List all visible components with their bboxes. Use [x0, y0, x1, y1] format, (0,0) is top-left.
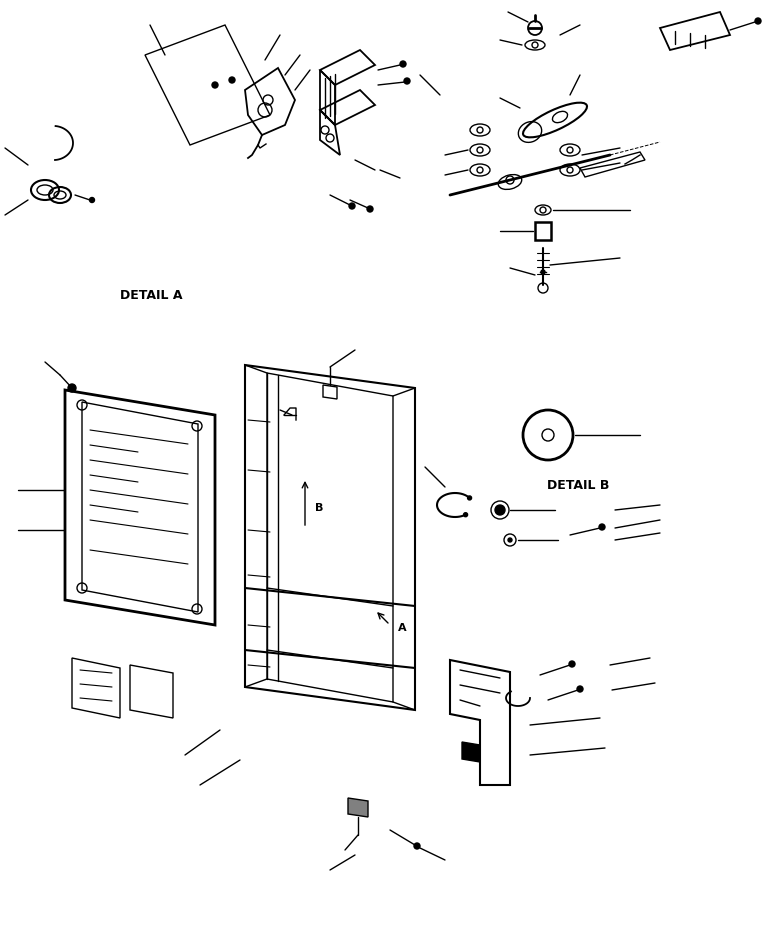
Circle shape: [400, 61, 406, 67]
Circle shape: [569, 661, 575, 667]
Circle shape: [349, 203, 355, 209]
Circle shape: [495, 505, 505, 515]
Circle shape: [508, 538, 512, 542]
Circle shape: [577, 686, 583, 692]
Text: B: B: [315, 503, 324, 513]
Polygon shape: [348, 798, 368, 817]
Circle shape: [755, 18, 761, 24]
Circle shape: [404, 78, 410, 84]
Circle shape: [414, 843, 420, 849]
Circle shape: [464, 512, 468, 517]
Polygon shape: [323, 385, 337, 399]
Text: A: A: [398, 623, 407, 633]
Circle shape: [541, 270, 545, 274]
Circle shape: [68, 384, 76, 392]
Circle shape: [599, 524, 605, 530]
Circle shape: [89, 197, 95, 203]
Circle shape: [212, 82, 218, 88]
Text: DETAIL A: DETAIL A: [120, 288, 182, 301]
Polygon shape: [462, 742, 480, 762]
Text: DETAIL B: DETAIL B: [547, 479, 609, 491]
Circle shape: [468, 496, 472, 500]
Circle shape: [229, 77, 235, 83]
Circle shape: [367, 206, 373, 212]
